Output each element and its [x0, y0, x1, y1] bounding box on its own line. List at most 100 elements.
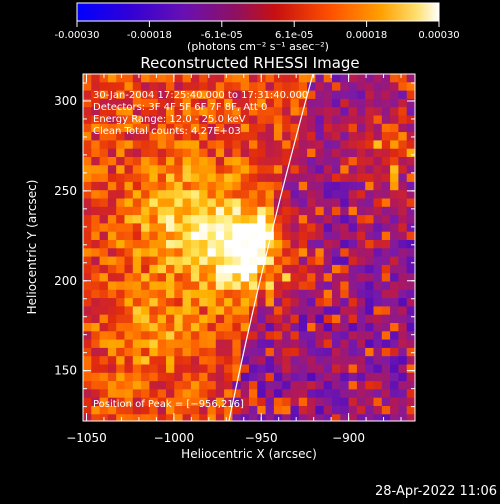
- heatmap-pixel: [166, 347, 175, 357]
- heatmap-pixel: [406, 306, 415, 316]
- heatmap-pixel: [174, 132, 183, 141]
- heatmap-pixel: [398, 181, 408, 191]
- heatmap-pixel: [107, 273, 117, 282]
- heatmap-pixel: [373, 414, 383, 421]
- heatmap-pixel: [141, 190, 150, 199]
- heatmap-pixel: [307, 381, 316, 390]
- heatmap-pixel: [83, 314, 92, 324]
- heatmap-pixel: [373, 198, 383, 208]
- heatmap-pixel: [107, 264, 117, 274]
- heatmap-pixel: [373, 339, 383, 349]
- heatmap-pixel: [290, 381, 300, 390]
- heatmap-pixel: [116, 248, 125, 257]
- heatmap-pixel: [157, 331, 167, 340]
- heatmap-pixel: [132, 339, 142, 349]
- heatmap-pixel: [332, 173, 341, 183]
- heatmap-pixel: [141, 98, 150, 108]
- heatmap-pixel: [390, 240, 399, 249]
- heatmap-pixel: [240, 347, 250, 357]
- heatmap-pixel: [174, 148, 183, 158]
- heatmap-pixel: [332, 306, 341, 316]
- heatmap-pixel: [124, 90, 134, 100]
- heatmap-pixel: [99, 331, 109, 340]
- heatmap-pixel: [83, 157, 92, 166]
- heatmap-pixel: [83, 132, 92, 141]
- heatmap-pixel: [174, 389, 183, 399]
- heatmap-pixel: [265, 82, 275, 91]
- heatmap-pixel: [224, 306, 233, 316]
- heatmap-pixel: [215, 215, 225, 224]
- heatmap-pixel: [365, 314, 374, 324]
- heatmap-pixel: [398, 323, 408, 332]
- heatmap-pixel: [157, 115, 167, 125]
- heatmap-pixel: [124, 115, 134, 125]
- heatmap-pixel: [232, 256, 242, 266]
- heatmap-pixel: [132, 381, 142, 390]
- heatmap-pixel: [298, 157, 308, 166]
- heatmap-pixel: [323, 397, 333, 407]
- heatmap-pixel: [190, 115, 200, 125]
- heatmap-pixel: [348, 306, 358, 316]
- heatmap-pixel: [307, 347, 316, 357]
- heatmap-pixel: [132, 98, 142, 108]
- heatmap-pixel: [141, 281, 150, 291]
- heatmap-pixel: [116, 331, 125, 340]
- heatmap-pixel: [157, 356, 167, 365]
- heatmap-pixel: [390, 372, 399, 382]
- heatmap-pixel: [390, 107, 399, 116]
- heatmap-pixel: [315, 90, 325, 100]
- heatmap-pixel: [99, 406, 109, 415]
- heatmap-pixel: [174, 356, 183, 365]
- heatmap-pixel: [406, 397, 415, 407]
- heatmap-pixel: [91, 298, 100, 307]
- heatmap-pixel: [273, 157, 283, 166]
- heatmap-pixel: [190, 289, 200, 299]
- heatmap-pixel: [232, 372, 242, 382]
- heatmap-pixel: [390, 215, 399, 224]
- heatmap-pixel: [307, 173, 316, 183]
- heatmap-pixel: [398, 256, 408, 266]
- heatmap-pixel: [307, 306, 316, 316]
- heatmap-pixel: [141, 248, 150, 257]
- heatmap-pixel: [390, 273, 399, 282]
- heatmap-pixel: [232, 190, 242, 199]
- heatmap-pixel: [307, 198, 316, 208]
- heatmap-pixel: [265, 148, 275, 158]
- heatmap-pixel: [116, 157, 125, 166]
- heatmap-pixel: [232, 173, 242, 183]
- heatmap-pixel: [390, 339, 399, 349]
- heatmap-pixel: [99, 298, 109, 307]
- heatmap-pixel: [307, 389, 316, 399]
- heatmap-pixel: [207, 306, 217, 316]
- heatmap-pixel: [373, 289, 383, 299]
- heatmap-pixel: [132, 215, 142, 224]
- heatmap-pixel: [257, 98, 266, 108]
- heatmap-pixel: [390, 82, 399, 91]
- heatmap-pixel: [398, 115, 408, 125]
- heatmap-pixel: [249, 132, 258, 141]
- heatmap-pixel: [340, 331, 349, 340]
- heatmap-pixel: [348, 314, 358, 324]
- heatmap-pixel: [315, 123, 325, 133]
- heatmap-pixel: [207, 264, 217, 274]
- heatmap-pixel: [132, 231, 142, 241]
- heatmap-pixel: [199, 240, 208, 249]
- heatmap-pixel: [91, 323, 100, 332]
- heatmap-pixel: [298, 181, 308, 191]
- heatmap-pixel: [182, 281, 192, 291]
- heatmap-pixel: [273, 273, 283, 282]
- heatmap-pixel: [174, 339, 183, 349]
- heatmap-pixel: [199, 381, 208, 390]
- heatmap-pixel: [207, 347, 217, 357]
- heatmap-pixel: [182, 206, 192, 216]
- heatmap-pixel: [390, 298, 399, 307]
- heatmap-pixel: [166, 339, 175, 349]
- heatmap-pixel: [340, 74, 349, 83]
- heatmap-pixel: [265, 372, 275, 382]
- heatmap-pixel: [332, 356, 341, 365]
- heatmap-pixel: [398, 82, 408, 91]
- heatmap-pixel: [298, 381, 308, 390]
- heatmap-pixel: [365, 389, 374, 399]
- heatmap-pixel: [182, 190, 192, 199]
